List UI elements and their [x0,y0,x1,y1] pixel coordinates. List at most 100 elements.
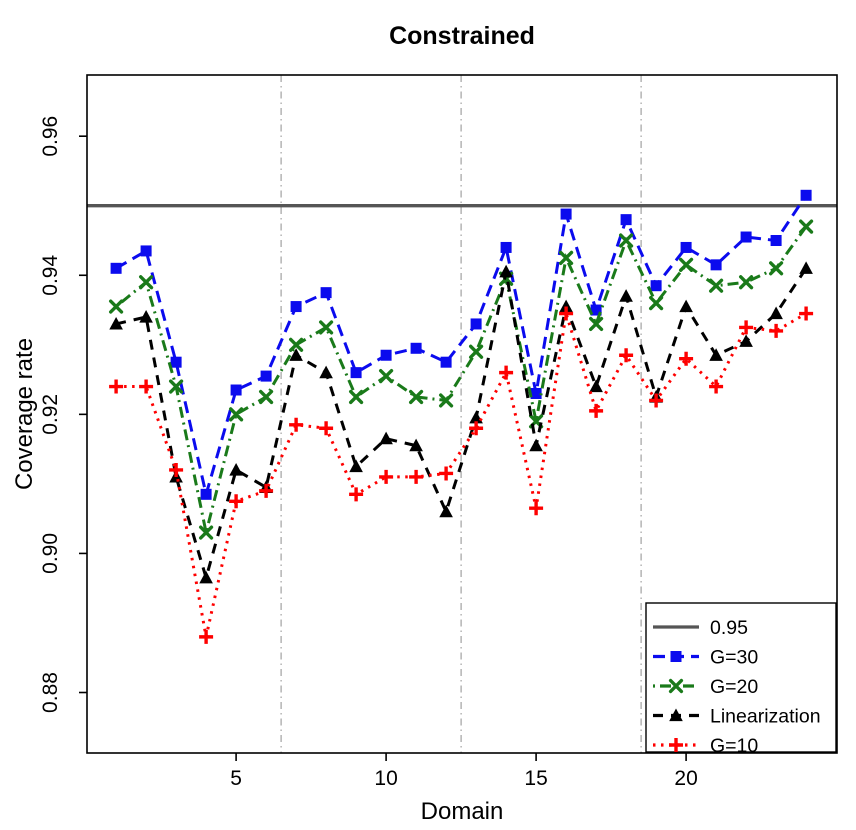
marker-square [200,488,212,500]
marker-x [769,261,784,276]
marker-square [650,280,662,292]
marker-triangle [349,459,363,473]
marker-plus [379,469,394,484]
marker-plus [679,351,694,366]
marker-triangle [619,289,633,302]
marker-square [230,384,242,396]
y-tick-label: 0.90 [39,533,62,574]
marker-x [229,407,244,422]
marker-triangle [409,438,423,452]
marker-x [679,257,694,272]
marker-triangle [229,462,243,476]
marker-square [290,301,302,313]
marker-x [139,275,154,290]
marker-plus [799,306,814,321]
series-line-g20 [115,225,808,533]
marker-triangle [289,348,303,361]
marker-x [349,389,364,405]
legend-label: 0.95 [710,617,748,639]
marker-x [668,678,684,694]
marker-square [110,262,122,274]
marker-square [410,342,422,354]
y-tick-label: 0.88 [39,672,62,713]
marker-x [469,344,484,359]
marker-plus [559,306,574,321]
marker-x [199,525,214,540]
marker-plus [649,393,664,408]
legend-label: Linearization [710,706,821,728]
marker-plus [589,403,604,418]
marker-plus [439,466,454,481]
marker-triangle [799,261,813,274]
marker-triangle [439,504,453,518]
x-tick-label: 20 [674,767,697,790]
marker-triangle [109,316,123,330]
marker-plus [409,469,424,484]
marker-square [320,287,332,299]
marker-plus [199,629,214,644]
marker-x [649,295,664,311]
marker-plus [769,323,784,338]
series-g30 [110,189,812,500]
marker-triangle [559,299,573,313]
marker-triangle [669,708,683,722]
marker-plus [469,421,484,436]
axes: 5 10 15 20 0.88 0.90 0.92 0.94 0.96 [39,116,698,790]
marker-x [409,389,424,405]
marker-square [740,231,752,243]
marker-triangle [199,570,213,584]
marker-x [169,379,184,394]
marker-square [440,356,452,368]
marker-triangle [589,379,603,393]
marker-square [670,651,682,662]
gridlines [280,75,642,753]
series-g10 [109,306,814,644]
marker-plus [109,379,124,394]
legend-label: G=20 [710,676,758,698]
marker-plus [669,738,683,752]
marker-square [800,189,812,201]
x-tick-label: 5 [230,767,242,790]
marker-plus [139,379,154,394]
marker-x [319,320,334,335]
y-tick-label: 0.92 [39,394,62,435]
marker-x [709,278,724,293]
legend-label: G=10 [710,735,758,757]
marker-triangle [709,348,723,361]
marker-square [350,367,362,379]
marker-square [530,387,542,399]
marker-x [559,250,574,265]
marker-x [439,393,454,408]
legend: 0.95 G=30 G=20 Linearization G=10 [645,602,837,757]
marker-x [799,219,814,234]
x-tick-label: 10 [374,767,397,790]
marker-square [470,318,482,330]
marker-plus [259,483,274,498]
marker-square [770,235,782,247]
marker-square [380,349,392,361]
chart-title: Constrained [389,22,535,50]
marker-square [680,241,692,253]
marker-plus [289,417,304,432]
marker-x [739,275,754,290]
marker-triangle [679,299,693,313]
marker-x [379,369,394,384]
x-tick-label: 15 [524,767,547,790]
marker-triangle [139,309,153,323]
marker-plus [499,365,514,380]
marker-x [289,337,304,352]
marker-x [589,316,604,332]
marker-triangle [739,334,753,347]
marker-plus [349,487,364,502]
marker-square [170,356,182,368]
marker-plus [529,501,544,516]
y-tick-label: 0.96 [39,116,62,157]
marker-triangle [769,306,783,320]
marker-plus [619,348,634,363]
legend-label: G=30 [710,647,758,669]
marker-plus [319,421,334,436]
marker-square [500,241,512,253]
marker-plus [739,320,754,335]
